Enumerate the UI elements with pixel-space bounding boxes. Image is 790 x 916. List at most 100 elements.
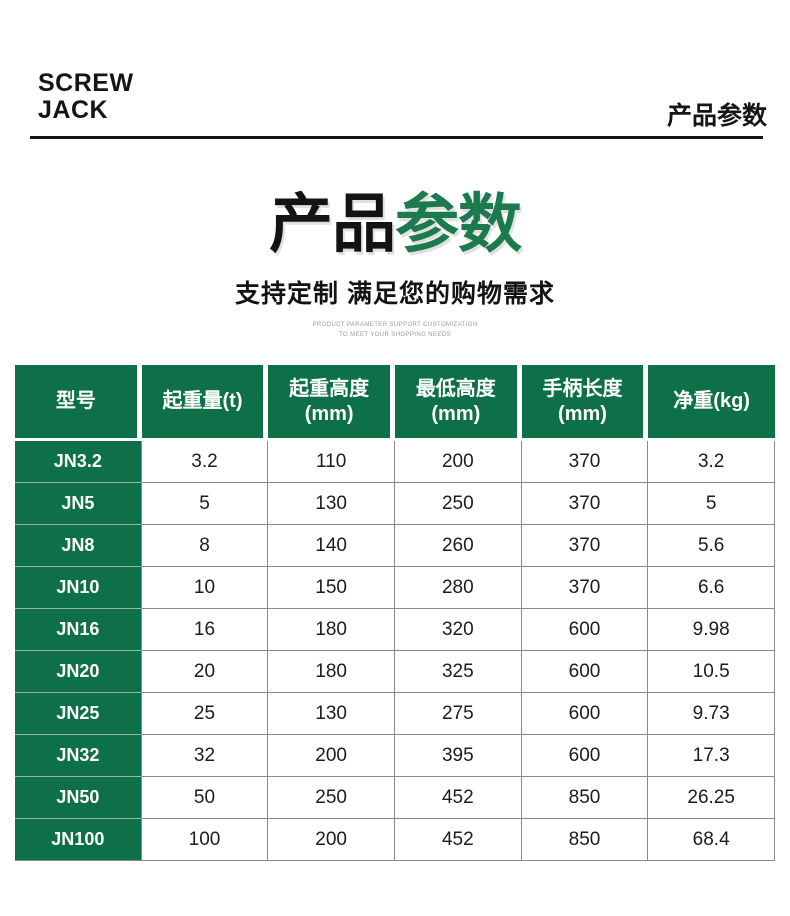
table-header-cell: 起重高度 (mm): [268, 365, 395, 441]
table-row: JN8 8 140 260 370 5.6: [15, 525, 775, 567]
table-header-cell: 净重(kg): [648, 365, 775, 441]
header-cell-unit: (mm): [431, 402, 481, 425]
page-subtitle: 支持定制 满足您的购物需求: [235, 279, 555, 308]
header-divider: [30, 136, 763, 139]
value-cell: 452: [394, 819, 522, 861]
table-row: JN25 25 130 275 600 9.73: [15, 693, 775, 735]
model-cell: JN10: [15, 567, 142, 609]
value-cell: 370: [521, 525, 649, 567]
value-cell: 9.98: [648, 609, 775, 651]
table-row: JN16 16 180 320 600 9.98: [15, 609, 775, 651]
table-row: JN10 10 150 280 370 6.6: [15, 567, 775, 609]
model-cell: JN3.2: [15, 441, 142, 483]
table-row: JN50 50 250 452 850 26.25: [15, 777, 775, 819]
value-cell: 180: [268, 609, 395, 651]
value-cell: 370: [521, 483, 649, 525]
value-cell: 25: [141, 693, 269, 735]
value-cell: 5.6: [648, 525, 775, 567]
page-tagline: PRODUCT PARAMETER SUPPORT CUSTOMIZATION …: [0, 320, 790, 340]
value-cell: 5: [141, 483, 269, 525]
value-cell: 200: [268, 735, 395, 777]
value-cell: 280: [394, 567, 522, 609]
value-cell: 370: [521, 567, 649, 609]
value-cell: 3.2: [648, 441, 775, 483]
page-title-black-part: 产品: [269, 188, 396, 260]
table-row: JN100 100 200 452 850 68.4: [15, 819, 775, 861]
header-cell-label: 净重(kg): [673, 390, 750, 412]
table-row: JN3.2 3.2 110 200 370 3.2: [15, 441, 775, 483]
value-cell: 110: [268, 441, 395, 483]
value-cell: 260: [394, 525, 522, 567]
value-cell: 370: [521, 441, 649, 483]
value-cell: 275: [394, 693, 522, 735]
value-cell: 16: [141, 609, 269, 651]
table-header-cell: 最低高度 (mm): [394, 365, 522, 441]
value-cell: 10.5: [648, 651, 775, 693]
header-cell-unit: (mm): [558, 402, 607, 425]
hero-section: 产品参数 支持定制 满足您的购物需求 PRODUCT PARAMETER SUP…: [0, 188, 790, 340]
value-cell: 17.3: [648, 735, 775, 777]
value-cell: 200: [394, 441, 522, 483]
value-cell: 180: [268, 651, 395, 693]
value-cell: 452: [394, 777, 522, 819]
model-cell: JN8: [15, 525, 142, 567]
value-cell: 68.4: [648, 819, 775, 861]
header-cell-label: 起重高度: [289, 377, 370, 400]
value-cell: 325: [394, 651, 522, 693]
value-cell: 850: [521, 777, 649, 819]
tagline-line-1: PRODUCT PARAMETER SUPPORT CUSTOMIZATION: [312, 321, 478, 328]
value-cell: 6.6: [648, 567, 775, 609]
header-cell-label: 最低高度: [415, 377, 496, 400]
table-body: JN3.2 3.2 110 200 370 3.2 JN5 5 130 250 370 5 JN8 8 14…: [15, 441, 775, 861]
value-cell: 3.2: [141, 441, 269, 483]
table-header-cell: 型号: [15, 365, 142, 441]
header-section-label: 产品参数: [666, 102, 767, 130]
value-cell: 250: [394, 483, 522, 525]
value-cell: 100: [141, 819, 269, 861]
model-cell: JN5: [15, 483, 142, 525]
model-cell: JN20: [15, 651, 142, 693]
value-cell: 600: [521, 651, 649, 693]
brand-logo-text: SCREW JACK: [38, 70, 134, 124]
value-cell: 140: [268, 525, 395, 567]
parameter-table: 型号 起重量(t) 起重高度 (mm) 最低高度 (mm) 手柄长度 (mm) 净重(kg) J…: [15, 365, 775, 861]
value-cell: 600: [521, 735, 649, 777]
value-cell: 26.25: [648, 777, 775, 819]
value-cell: 600: [521, 609, 649, 651]
value-cell: 150: [268, 567, 395, 609]
header-cell-label: 型号: [55, 390, 96, 412]
value-cell: 200: [268, 819, 395, 861]
value-cell: 20: [141, 651, 269, 693]
value-cell: 32: [141, 735, 269, 777]
model-cell: JN50: [15, 777, 142, 819]
page-title: 产品参数: [0, 188, 790, 262]
header-cell-label: 手柄长度: [542, 377, 623, 400]
model-cell: JN100: [15, 819, 142, 861]
value-cell: 5: [648, 483, 775, 525]
brand-line-1: SCREW: [38, 69, 134, 97]
table-row: JN5 5 130 250 370 5: [15, 483, 775, 525]
header-cell-unit: (mm): [304, 402, 354, 425]
value-cell: 50: [141, 777, 269, 819]
model-cell: JN32: [15, 735, 142, 777]
table-row: JN32 32 200 395 600 17.3: [15, 735, 775, 777]
page-title-green-part: 参数: [395, 188, 522, 260]
value-cell: 8: [141, 525, 269, 567]
value-cell: 395: [394, 735, 522, 777]
value-cell: 250: [268, 777, 395, 819]
table-row: JN20 20 180 325 600 10.5: [15, 651, 775, 693]
header-cell-label: 起重量(t): [162, 390, 243, 412]
model-cell: JN25: [15, 693, 142, 735]
value-cell: 850: [521, 819, 649, 861]
value-cell: 600: [521, 693, 649, 735]
table-header-cell: 手柄长度 (mm): [521, 365, 649, 441]
tagline-line-2: TO MEET YOUR SHOPPING NEEDS: [339, 331, 451, 338]
value-cell: 130: [268, 483, 395, 525]
table-header-cell: 起重量(t): [141, 365, 269, 441]
value-cell: 9.73: [648, 693, 775, 735]
model-cell: JN16: [15, 609, 142, 651]
value-cell: 320: [394, 609, 522, 651]
value-cell: 130: [268, 693, 395, 735]
table-header-row: 型号 起重量(t) 起重高度 (mm) 最低高度 (mm) 手柄长度 (mm) 净重(kg): [15, 365, 775, 441]
